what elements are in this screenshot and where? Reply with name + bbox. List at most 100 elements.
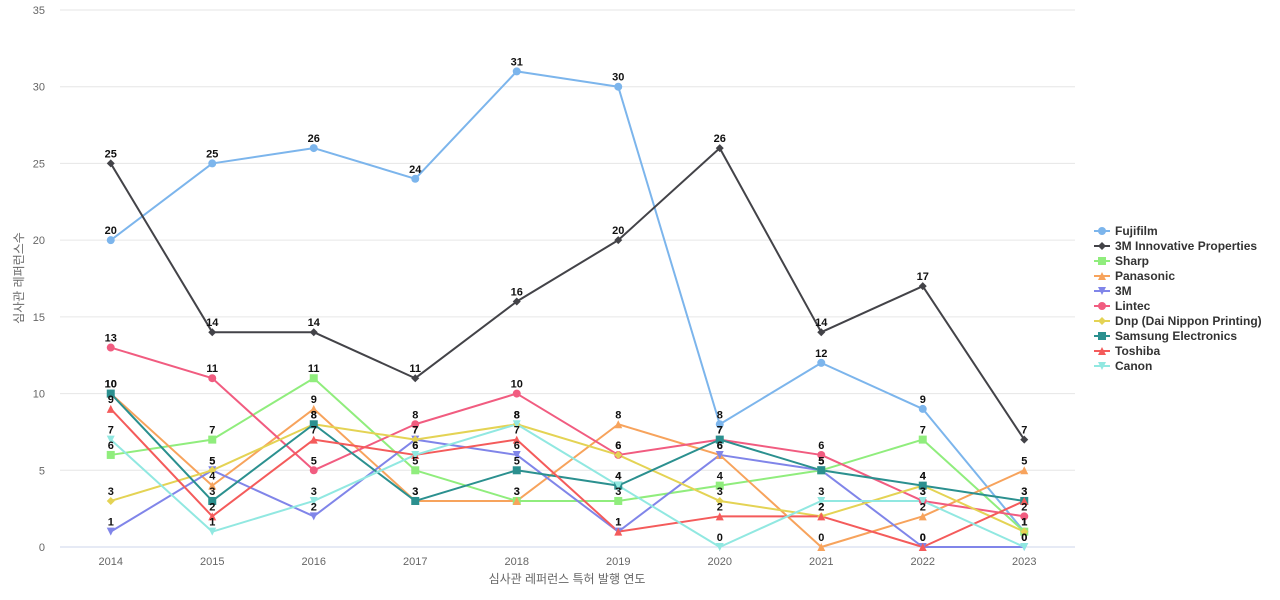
- data-label-fujifilm: 31: [511, 56, 523, 68]
- data-label-toshiba: 6: [412, 440, 418, 452]
- data-point-panasonic: [918, 512, 927, 521]
- data-label-toshiba: 2: [818, 501, 824, 513]
- data-point-sharp: [309, 374, 318, 383]
- data-point-canon: [411, 450, 420, 459]
- data-label-3m: 0: [920, 532, 926, 544]
- data-point-3m-innovative-properties: [918, 282, 927, 291]
- data-point-sharp: [918, 435, 927, 444]
- legend-item-sharp[interactable]: Sharp: [1094, 254, 1149, 268]
- series-line-toshiba: [110, 408, 1025, 548]
- legend-label: 3M: [1115, 284, 1132, 298]
- data-label-toshiba: 3: [1021, 486, 1027, 498]
- legend-marker: [1098, 227, 1106, 235]
- series-line-3m-innovative-properties: [109, 147, 1026, 441]
- data-point-canon: [208, 527, 217, 536]
- data-label-toshiba: 1: [615, 517, 621, 529]
- legend-item-3m[interactable]: 3M: [1094, 284, 1132, 298]
- y-axis-title: 심사관 레퍼런스수: [12, 232, 26, 324]
- data-label-3m-innovative-properties: 14: [815, 317, 828, 329]
- data-label-lintec: 13: [105, 333, 117, 345]
- data-label-toshiba: 7: [311, 425, 317, 437]
- data-point-lintec: [106, 343, 115, 352]
- data-point-toshiba: [309, 435, 318, 444]
- data-label-3m-innovative-properties: 11: [409, 363, 421, 375]
- legend-item-canon[interactable]: Canon: [1094, 359, 1152, 373]
- data-label-panasonic: 3: [412, 486, 418, 498]
- data-point-3m: [715, 450, 724, 459]
- x-tick-label: 2021: [809, 556, 833, 568]
- data-label-lintec: 5: [311, 455, 317, 467]
- data-label-canon: 6: [412, 440, 418, 452]
- data-label-lintec: 2: [1021, 501, 1027, 513]
- x-tick-label: 2023: [1012, 556, 1036, 568]
- data-point-samsung-electronics: [106, 389, 115, 398]
- series-line-lintec: [110, 346, 1025, 518]
- data-label-fujifilm: 30: [612, 72, 624, 84]
- data-label-samsung-electronics: 3: [209, 486, 215, 498]
- data-point-panasonic: [512, 496, 521, 505]
- data-label-sharp: 11: [308, 363, 320, 375]
- legend-item-samsung-electronics[interactable]: Samsung Electronics: [1094, 329, 1237, 343]
- legend-item-3m-innovative-properties[interactable]: 3M Innovative Properties: [1094, 239, 1257, 253]
- data-label-panasonic: 3: [514, 486, 520, 498]
- legend-item-dnp-dai-nippon-printing[interactable]: Dnp (Dai Nippon Printing): [1094, 314, 1262, 328]
- data-label-samsung-electronics: 3: [412, 486, 418, 498]
- data-label-dnp-dai-nippon-printing: 3: [108, 486, 114, 498]
- data-label-canon: 1: [209, 517, 215, 529]
- data-point-panasonic: [614, 420, 623, 429]
- data-point-sharp: [715, 481, 724, 490]
- data-label-dnp-dai-nippon-printing: 3: [717, 486, 723, 498]
- data-label-fujifilm: 20: [105, 225, 117, 237]
- series-markers: [106, 67, 1029, 551]
- data-label-3m-innovative-properties: 16: [511, 287, 523, 299]
- data-point-samsung-electronics: [715, 435, 724, 444]
- legend-marker: [1098, 302, 1106, 310]
- data-label-sharp: 5: [412, 455, 418, 467]
- legend-label: Panasonic: [1115, 269, 1175, 283]
- legend-item-fujifilm[interactable]: Fujifilm: [1094, 224, 1158, 238]
- data-point-3m-innovative-properties: [411, 374, 420, 383]
- data-point-canon: [309, 496, 318, 505]
- legend-label: Lintec: [1115, 299, 1151, 313]
- data-point-canon: [817, 496, 826, 505]
- x-tick-label: 2019: [606, 556, 630, 568]
- data-label-3m-innovative-properties: 7: [1021, 425, 1027, 437]
- x-tick-label: 2015: [200, 556, 224, 568]
- y-tick-label: 0: [39, 542, 45, 554]
- legend-label: Samsung Electronics: [1115, 329, 1237, 343]
- legend-item-panasonic[interactable]: Panasonic: [1094, 269, 1175, 283]
- series-line-samsung-electronics: [110, 392, 1025, 502]
- data-label-dnp-dai-nippon-printing: 2: [818, 501, 824, 513]
- data-label-samsung-electronics: 7: [717, 425, 723, 437]
- data-label-lintec: 3: [920, 486, 926, 498]
- data-label-3m: 2: [311, 501, 317, 513]
- data-label-panasonic: 6: [717, 440, 723, 452]
- data-label-3m: 5: [818, 455, 824, 467]
- data-point-dnp-dai-nippon-printing: [1020, 527, 1029, 536]
- data-label-dnp-dai-nippon-printing: 8: [311, 409, 317, 421]
- x-tick-label: 2022: [911, 556, 935, 568]
- data-point-panasonic: [208, 481, 217, 490]
- data-label-canon: 7: [108, 425, 114, 437]
- legend-item-lintec[interactable]: Lintec: [1094, 299, 1151, 313]
- data-label-canon: 4: [615, 471, 622, 483]
- legend-item-toshiba[interactable]: Toshiba: [1094, 344, 1160, 358]
- data-point-3m-innovative-properties: [512, 297, 521, 306]
- data-label-sharp: 7: [920, 425, 926, 437]
- data-label-3m-innovative-properties: 20: [612, 225, 624, 237]
- data-label-canon: 3: [920, 486, 926, 498]
- data-point-fujifilm: [106, 236, 115, 245]
- data-label-fujifilm: 25: [206, 148, 218, 160]
- data-label-fujifilm: 24: [409, 164, 422, 176]
- x-tick-label: 2014: [99, 556, 123, 568]
- data-point-dnp-dai-nippon-printing: [715, 496, 724, 505]
- data-point-lintec: [208, 374, 217, 383]
- data-point-canon: [512, 420, 521, 429]
- legend-label: Fujifilm: [1115, 224, 1158, 238]
- series-line-sharp: [110, 377, 1025, 533]
- data-point-lintec: [817, 450, 826, 459]
- x-tick-label: 2018: [505, 556, 529, 568]
- legend-marker: [1098, 332, 1106, 340]
- data-point-3m: [512, 450, 521, 459]
